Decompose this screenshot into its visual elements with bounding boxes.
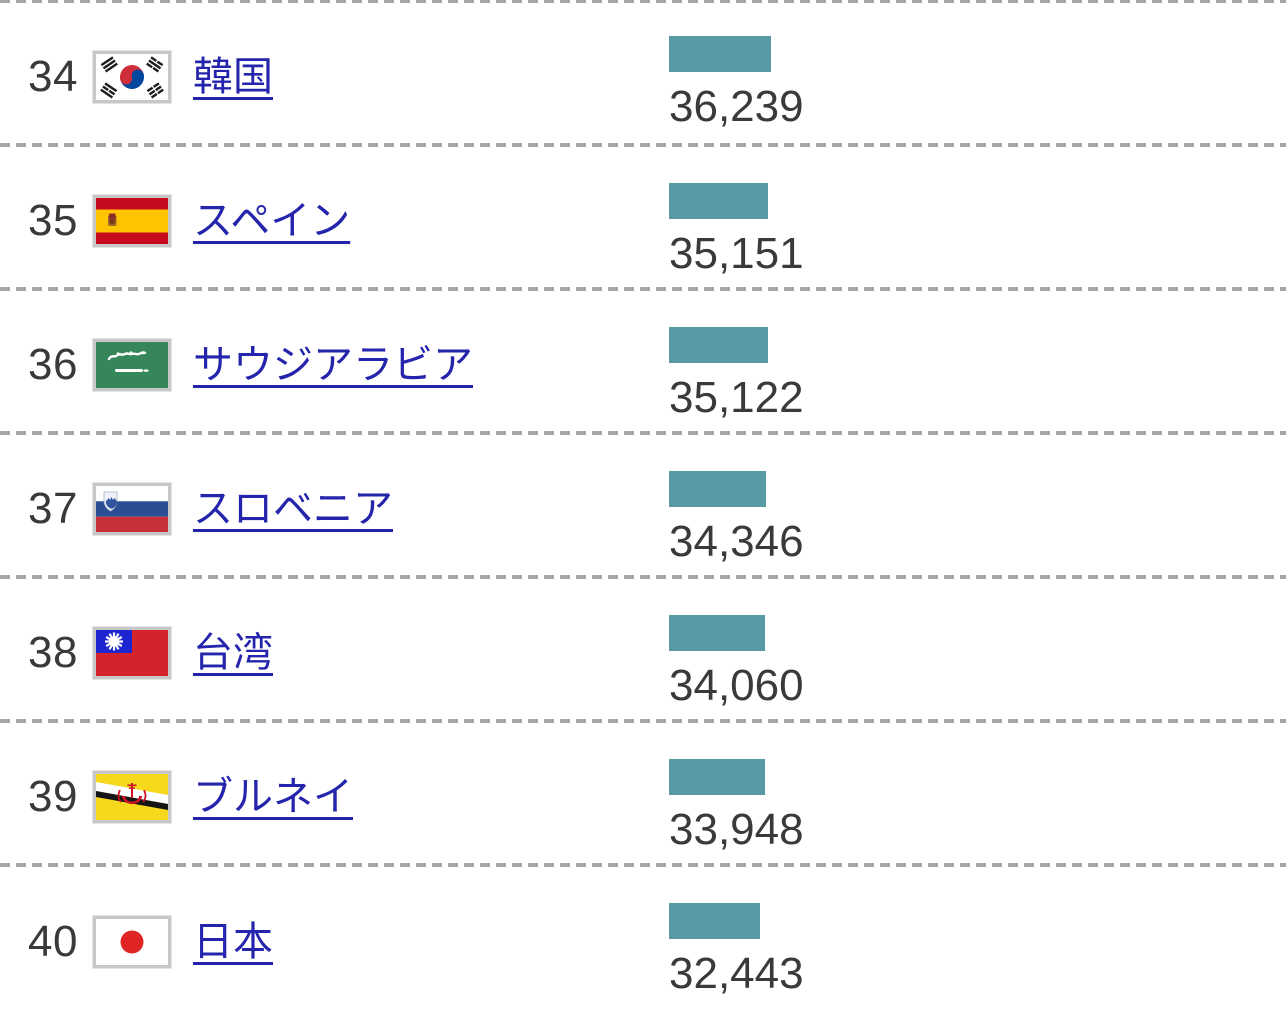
rank-number: 37 (28, 484, 78, 533)
value-label: 34,060 (669, 661, 804, 710)
ranking-row: 35 スペイン 35,151 (0, 147, 1286, 287)
dashed-separator (0, 0, 1286, 3)
dashed-separator (0, 863, 1286, 867)
brunei-flag-icon (93, 771, 171, 823)
value-label: 36,239 (669, 82, 804, 131)
country-link-taiwan[interactable]: 台湾 (193, 631, 273, 675)
bar-cell: 35,122 (669, 327, 804, 422)
ranking-row: 39 ブルネイ 33,948 (0, 723, 1286, 863)
ranking-row: 40 日本 32,443 (0, 867, 1286, 1009)
value-bar (669, 759, 765, 795)
value-label: 35,151 (669, 229, 804, 278)
bar-cell: 35,151 (669, 183, 804, 278)
spain-flag-icon (93, 195, 171, 247)
rank-number: 34 (28, 52, 78, 101)
bar-cell: 34,060 (669, 615, 804, 710)
value-bar (669, 471, 766, 507)
dashed-separator (0, 575, 1286, 579)
rank-number: 40 (28, 917, 78, 966)
dashed-separator (0, 431, 1286, 435)
country-link-south-korea[interactable]: 韓国 (193, 55, 273, 99)
value-label: 35,122 (669, 373, 804, 422)
country-link-slovenia[interactable]: スロベニア (193, 487, 393, 531)
value-bar (669, 183, 768, 219)
country-link-brunei[interactable]: ブルネイ (193, 775, 353, 819)
south-korea-flag-icon (93, 51, 171, 103)
dashed-separator (0, 719, 1286, 723)
rank-number: 38 (28, 628, 78, 677)
taiwan-flag-icon (93, 627, 171, 679)
country-link-spain[interactable]: スペイン (193, 199, 351, 243)
rank-number: 35 (28, 196, 78, 245)
rank-number: 36 (28, 340, 78, 389)
value-label: 34,346 (669, 517, 804, 566)
ranking-row: 34 (0, 3, 1286, 143)
bar-cell: 32,443 (669, 903, 804, 998)
bar-cell: 33,948 (669, 759, 804, 854)
rank-number: 39 (28, 772, 78, 821)
dashed-separator (0, 287, 1286, 291)
saudi-arabia-flag-icon (93, 339, 171, 391)
country-link-japan[interactable]: 日本 (193, 920, 273, 964)
dashed-separator (0, 143, 1286, 147)
value-bar (669, 327, 768, 363)
value-bar (669, 36, 771, 72)
bar-cell: 34,346 (669, 471, 804, 566)
value-label: 32,443 (669, 949, 804, 998)
ranking-row: 38 台湾 34,060 (0, 579, 1286, 719)
slovenia-flag-icon (93, 483, 171, 535)
value-bar (669, 615, 765, 651)
ranking-row: 36 サウジアラビア 35,122 (0, 291, 1286, 431)
value-label: 33,948 (669, 805, 804, 854)
ranking-row: 37 スロベニア 34,346 (0, 435, 1286, 575)
country-link-saudi-arabia[interactable]: サウジアラビア (193, 343, 473, 387)
value-bar (669, 903, 761, 939)
bar-cell: 36,239 (669, 36, 804, 131)
japan-flag-icon (93, 916, 171, 968)
